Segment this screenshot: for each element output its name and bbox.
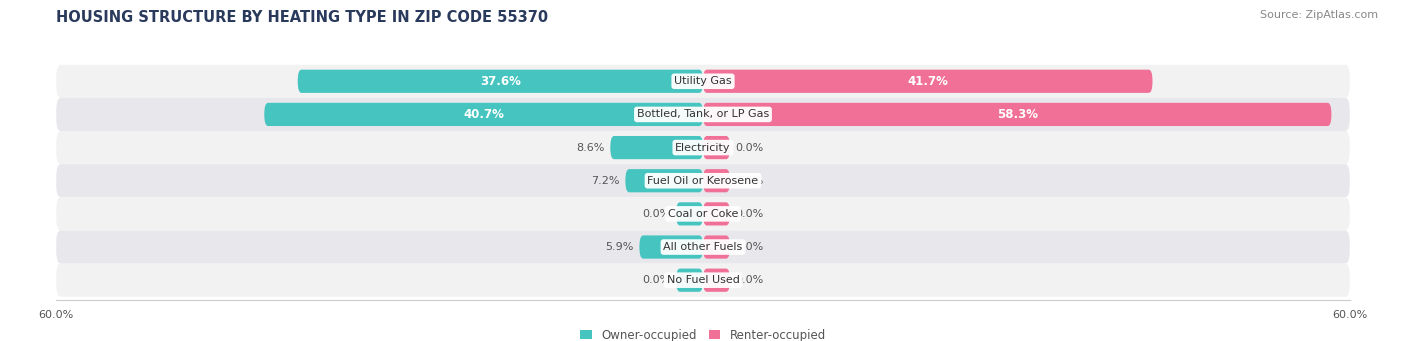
Text: 0.0%: 0.0% [735, 275, 763, 285]
FancyBboxPatch shape [626, 169, 703, 192]
FancyBboxPatch shape [56, 65, 1350, 98]
Text: 7.2%: 7.2% [592, 176, 620, 186]
FancyBboxPatch shape [56, 264, 1350, 297]
Text: 0.0%: 0.0% [643, 275, 671, 285]
Text: All other Fuels: All other Fuels [664, 242, 742, 252]
Text: 5.9%: 5.9% [606, 242, 634, 252]
FancyBboxPatch shape [703, 103, 1331, 126]
FancyBboxPatch shape [264, 103, 703, 126]
FancyBboxPatch shape [703, 169, 730, 192]
Text: 8.6%: 8.6% [576, 143, 605, 152]
FancyBboxPatch shape [703, 136, 730, 159]
FancyBboxPatch shape [56, 197, 1350, 231]
FancyBboxPatch shape [676, 202, 703, 225]
FancyBboxPatch shape [56, 131, 1350, 164]
Text: 37.6%: 37.6% [479, 75, 520, 88]
Text: Fuel Oil or Kerosene: Fuel Oil or Kerosene [647, 176, 759, 186]
Text: Coal or Coke: Coal or Coke [668, 209, 738, 219]
Text: Electricity: Electricity [675, 143, 731, 152]
Text: No Fuel Used: No Fuel Used [666, 275, 740, 285]
Text: 40.7%: 40.7% [463, 108, 505, 121]
FancyBboxPatch shape [703, 202, 730, 225]
Text: 0.0%: 0.0% [735, 209, 763, 219]
Text: Utility Gas: Utility Gas [675, 76, 731, 86]
FancyBboxPatch shape [703, 70, 1153, 93]
FancyBboxPatch shape [56, 231, 1350, 264]
FancyBboxPatch shape [298, 70, 703, 93]
Legend: Owner-occupied, Renter-occupied: Owner-occupied, Renter-occupied [575, 324, 831, 341]
Text: 41.7%: 41.7% [907, 75, 948, 88]
Text: 0.0%: 0.0% [735, 242, 763, 252]
FancyBboxPatch shape [56, 164, 1350, 197]
FancyBboxPatch shape [703, 235, 730, 258]
FancyBboxPatch shape [703, 269, 730, 292]
Text: 0.0%: 0.0% [735, 143, 763, 152]
Text: HOUSING STRUCTURE BY HEATING TYPE IN ZIP CODE 55370: HOUSING STRUCTURE BY HEATING TYPE IN ZIP… [56, 10, 548, 25]
FancyBboxPatch shape [676, 269, 703, 292]
Text: 0.0%: 0.0% [643, 209, 671, 219]
Text: 0.0%: 0.0% [735, 176, 763, 186]
FancyBboxPatch shape [56, 98, 1350, 131]
Text: Bottled, Tank, or LP Gas: Bottled, Tank, or LP Gas [637, 109, 769, 119]
Text: 58.3%: 58.3% [997, 108, 1038, 121]
FancyBboxPatch shape [640, 235, 703, 258]
Text: Source: ZipAtlas.com: Source: ZipAtlas.com [1260, 10, 1378, 20]
FancyBboxPatch shape [610, 136, 703, 159]
